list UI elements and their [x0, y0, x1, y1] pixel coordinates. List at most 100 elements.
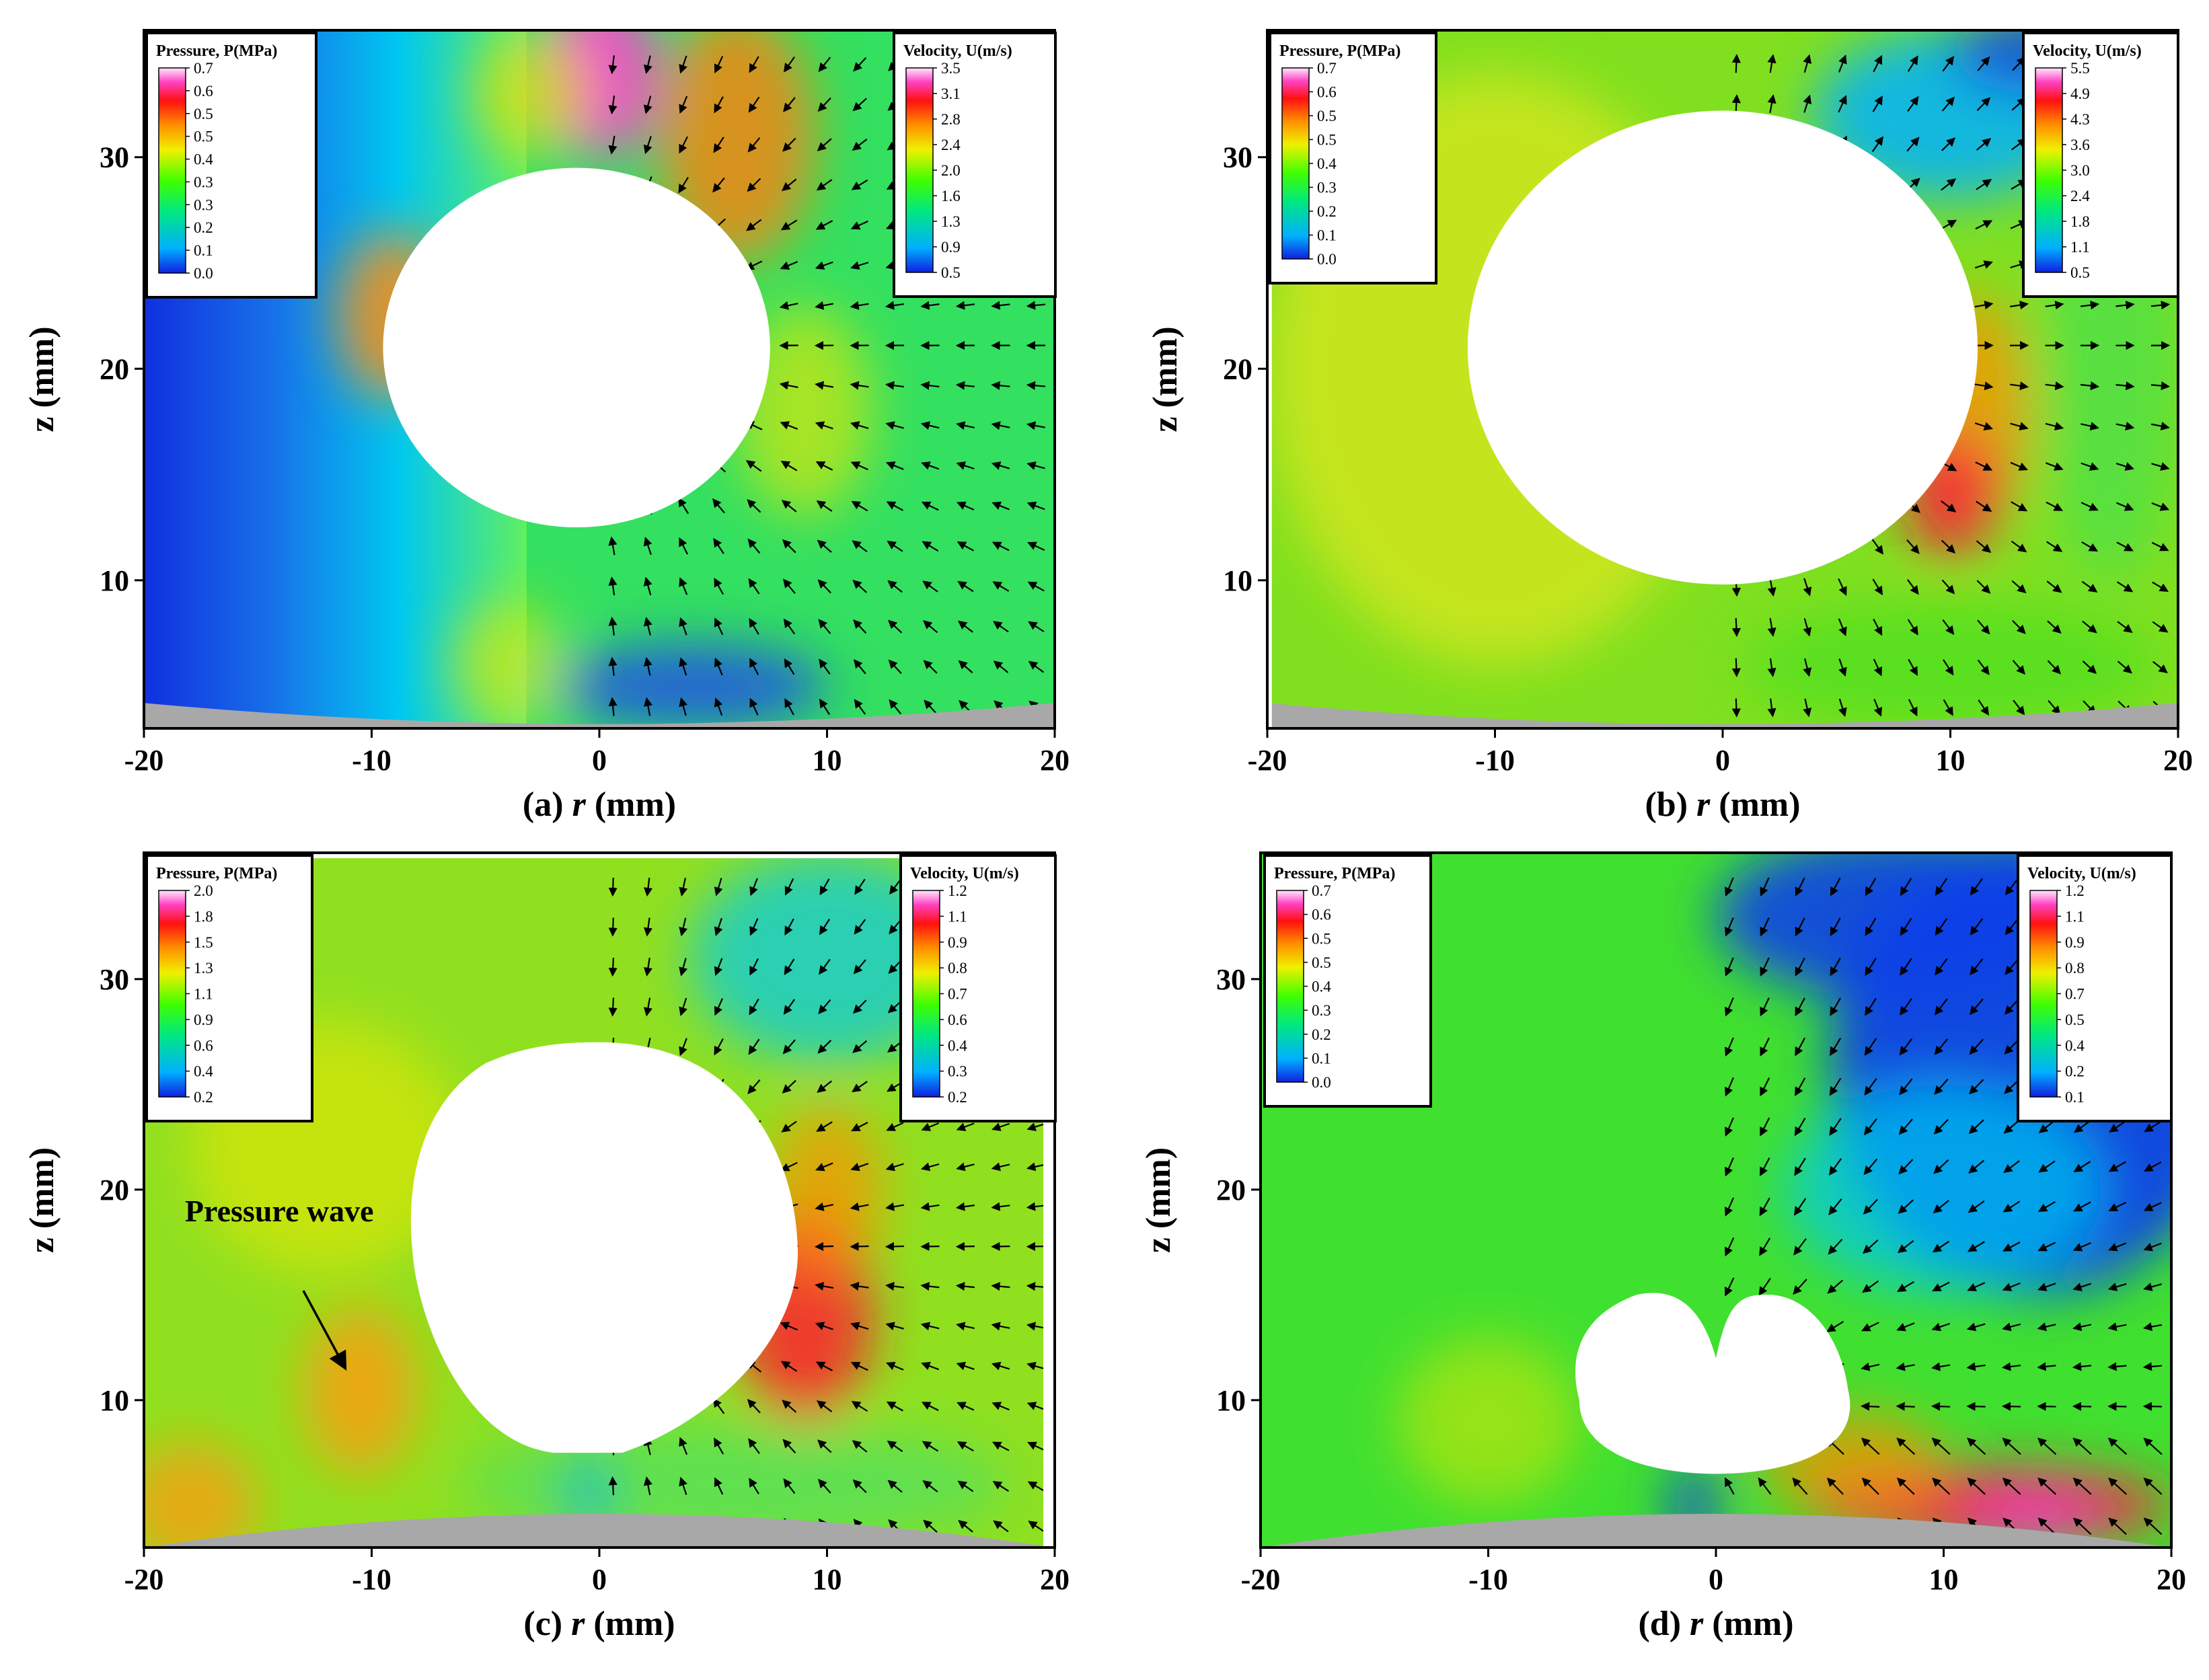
velocity-colorbar-tick-label: 4.9	[2070, 85, 2090, 102]
velocity-arrow	[1968, 1159, 1985, 1174]
velocity-arrow	[1897, 1281, 1914, 1293]
velocity-arrow	[1941, 96, 1955, 112]
velocity-arrow	[2010, 301, 2029, 310]
velocity-arrow	[1838, 618, 1847, 637]
velocity-arrow	[1976, 540, 1992, 553]
velocity-arrow	[2038, 1120, 2056, 1133]
velocity-arrow	[1027, 1481, 1045, 1492]
velocity-arrow	[852, 999, 867, 1014]
velocity-arrow	[819, 658, 831, 675]
x-tick-label: 0	[1715, 744, 1730, 777]
pressure-colorbar-tick-label: 1.1	[194, 986, 213, 1003]
velocity-arrow	[957, 1402, 975, 1411]
velocity-arrow	[2073, 1120, 2091, 1133]
velocity-colorbar-gradient	[2029, 890, 2058, 1098]
velocity-arrow	[818, 619, 831, 634]
pressure-colorbar-tick-label: 0.4	[194, 1063, 213, 1080]
velocity-arrow	[782, 1039, 796, 1055]
y-tick-label: 30	[100, 141, 129, 174]
velocity-arrow	[1967, 1241, 1985, 1252]
velocity-arrow	[1933, 1200, 1949, 1214]
velocity-arrow	[886, 1401, 903, 1412]
pressure-colorbar-tick-label: 0.5	[194, 128, 213, 145]
velocity-colorbar-tick-label: 0.7	[2065, 986, 2085, 1003]
velocity-arrow	[991, 541, 1010, 551]
velocity-arrow	[1028, 1521, 1045, 1532]
velocity-colorbar-tick-label: 1.6	[941, 188, 961, 204]
y-axis-title: z (mm)	[23, 326, 61, 432]
velocity-arrow	[819, 878, 830, 896]
velocity-colorbar-tick-label: 0.9	[948, 934, 967, 951]
velocity-arrow	[1865, 878, 1877, 896]
pressure-colorbar-tick-label: 0.5	[1312, 954, 1331, 971]
velocity-arrow	[1794, 1117, 1806, 1137]
velocity-arrow	[2045, 422, 2064, 431]
velocity-arrow	[2011, 580, 2027, 594]
velocity-arrow	[2117, 660, 2133, 674]
velocity-arrow	[1838, 658, 1847, 677]
velocity-arrow	[2143, 1202, 2162, 1211]
velocity-arrow	[921, 1122, 939, 1131]
pressure-colorbar-tick-label: 0.6	[194, 83, 213, 100]
velocity-arrow	[2012, 619, 2026, 634]
velocity-arrow	[712, 1398, 725, 1414]
velocity-arrow	[957, 541, 974, 551]
velocity-arrow	[714, 657, 723, 676]
velocity-arrow	[714, 998, 724, 1016]
panel-c: -20 -10 0 10 20 10 20 30 (c) r (mm) z (mm) Pressur…	[23, 851, 1070, 1643]
pressure-colorbar-tick-label: 1.3	[194, 960, 213, 977]
pressure-colorbar-title: Pressure, P(MPa)	[1274, 865, 1395, 882]
velocity-arrow	[992, 581, 1010, 592]
velocity-arrow	[1976, 580, 1991, 594]
velocity-arrow	[1907, 96, 1919, 112]
velocity-arrow	[780, 461, 798, 471]
velocity-arrow	[1900, 917, 1912, 936]
velocity-arrow	[749, 658, 759, 675]
velocity-arrow	[854, 878, 866, 895]
velocity-colorbar-tick-label: 0.5	[941, 264, 961, 281]
velocity-colorbar-tick-label: 0.2	[948, 1089, 967, 1106]
velocity-arrow	[1826, 1477, 1844, 1495]
velocity-arrow	[815, 1162, 833, 1172]
velocity-arrow	[958, 1520, 973, 1533]
velocity-arrow	[1861, 1322, 1879, 1332]
velocity-arrow	[2037, 1517, 2056, 1535]
velocity-arrow	[1931, 1322, 1951, 1332]
velocity-arrow	[1760, 877, 1770, 897]
blank-corner	[1043, 1063, 1055, 1548]
field-blob	[770, 1105, 885, 1274]
velocity-arrow	[714, 1038, 724, 1056]
velocity-arrow	[920, 1162, 940, 1172]
velocity-arrow	[679, 657, 687, 676]
y-tick-label: 30	[1216, 963, 1246, 996]
pressure-colorbar-tick-label: 0.2	[194, 219, 213, 236]
velocity-arrow	[2107, 1283, 2127, 1291]
velocity-arrow	[1943, 699, 1953, 716]
velocity-arrow	[1760, 1077, 1770, 1097]
velocity-arrow	[1861, 1362, 1880, 1371]
pressure-colorbar-tick-label: 0.3	[194, 174, 213, 190]
velocity-arrow	[643, 55, 652, 75]
velocity-arrow	[679, 96, 688, 114]
velocity-arrow	[819, 958, 831, 975]
velocity-colorbar-tick-label: 0.3	[948, 1063, 967, 1080]
velocity-arrow	[1829, 1077, 1842, 1096]
velocity-arrow	[748, 578, 760, 595]
velocity-colorbar-tick-label: 2.0	[941, 162, 961, 179]
velocity-arrow	[2150, 381, 2171, 391]
velocity-arrow	[921, 501, 939, 511]
velocity-arrow	[1931, 1437, 1951, 1455]
velocity-arrow	[885, 301, 905, 310]
velocity-arrow	[1907, 579, 1919, 595]
pressure-colorbar-tick-label: 0.2	[194, 1089, 213, 1106]
velocity-arrow	[1942, 619, 1955, 636]
velocity-arrow	[749, 878, 758, 896]
velocity-arrow	[678, 497, 689, 514]
velocity-arrow	[1896, 1477, 1915, 1495]
velocity-arrow	[782, 539, 796, 553]
velocity-arrow	[2005, 958, 2019, 975]
velocity-arrow	[853, 619, 867, 634]
velocity-arrow	[1978, 699, 1990, 716]
velocity-arrow	[1758, 1477, 1772, 1495]
velocity-arrow	[889, 919, 902, 935]
